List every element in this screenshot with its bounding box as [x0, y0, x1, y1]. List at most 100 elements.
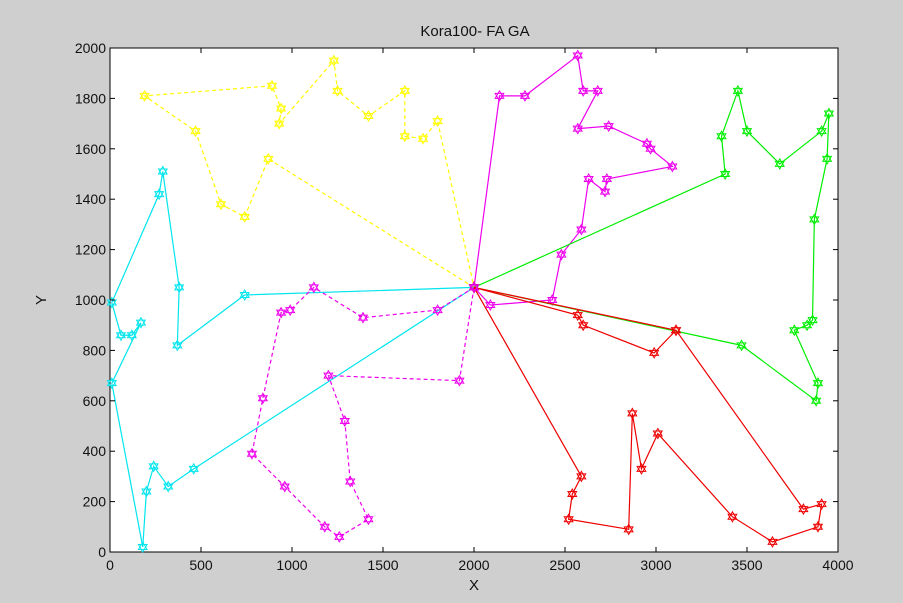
x-tick-label: 0 [106, 557, 114, 573]
y-tick-label: 400 [83, 443, 107, 459]
city-marker [648, 346, 660, 359]
ticks-layer: 0 500 1000 1500 2000 2500 3000 3500 4000 0 200 400 6… [75, 40, 854, 573]
city-marker [627, 407, 638, 420]
city-marker [334, 530, 345, 543]
city-marker [567, 488, 578, 501]
city-marker [215, 198, 227, 211]
route-line [473, 88, 830, 402]
city-marker [732, 84, 744, 97]
city-marker [308, 281, 320, 294]
city-marker [279, 480, 290, 493]
city-marker [599, 185, 611, 198]
route-3 [468, 49, 678, 312]
city-marker [239, 288, 250, 301]
y-tick-label: 200 [83, 494, 107, 510]
city-marker [239, 210, 250, 223]
city-marker [578, 84, 589, 97]
y-tick-label: 600 [83, 393, 107, 409]
city-marker [454, 374, 465, 387]
city-marker [807, 314, 818, 327]
city-marker [576, 223, 587, 236]
city-marker [284, 304, 296, 317]
city-marker [319, 520, 330, 533]
chart-title: Kora100- FA GA [420, 23, 529, 40]
route-line [251, 286, 475, 538]
y-tick-label: 1800 [75, 90, 106, 106]
city-marker [126, 329, 138, 342]
city-marker [547, 293, 558, 307]
city-marker [519, 89, 531, 102]
city-marker [328, 54, 340, 67]
city-marker [798, 503, 809, 516]
city-marker [275, 306, 287, 319]
x-tick-label: 3000 [640, 557, 671, 573]
y-tick-label: 1000 [75, 292, 106, 308]
x-tick-label: 4000 [822, 557, 853, 573]
city-marker [812, 377, 824, 390]
city-marker [246, 447, 258, 460]
city-marker [363, 513, 374, 526]
city-marker [323, 369, 334, 382]
city-marker [266, 79, 278, 92]
city-marker [263, 152, 274, 165]
city-marker [188, 462, 199, 475]
city-marker [153, 188, 165, 201]
city-marker [139, 89, 150, 102]
x-tick-label: 2500 [549, 557, 580, 573]
route-line [142, 59, 475, 288]
city-marker [141, 485, 152, 498]
city-marker [106, 377, 118, 390]
x-tick-label: 2000 [458, 557, 489, 573]
city-marker [601, 173, 613, 186]
city-marker [774, 157, 785, 170]
city-marker [257, 392, 269, 405]
x-tick-label: 500 [189, 557, 213, 573]
city-marker [572, 309, 583, 322]
depot-marker [468, 281, 480, 294]
city-marker [399, 84, 411, 97]
city-marker [576, 470, 587, 483]
city-marker [727, 510, 738, 523]
y-tick-label: 2000 [75, 40, 106, 56]
city-marker [190, 125, 201, 138]
city-marker [816, 498, 827, 511]
city-marker [399, 130, 411, 143]
city-marker [172, 339, 183, 352]
city-marker [767, 535, 778, 548]
route-line [473, 54, 674, 306]
city-marker [137, 540, 148, 553]
city-marker [274, 117, 285, 130]
city-marker [667, 160, 678, 173]
city-marker [157, 165, 168, 178]
city-marker [135, 316, 147, 329]
city-marker [812, 520, 824, 533]
city-marker [821, 152, 833, 165]
city-marker [485, 299, 496, 312]
city-marker [556, 248, 567, 261]
x-axis-label: X [469, 577, 479, 594]
y-tick-label: 1200 [75, 242, 106, 258]
route-line [111, 171, 475, 548]
city-marker [809, 213, 820, 226]
city-marker [810, 394, 822, 407]
city-marker [578, 319, 589, 332]
y-tick-label: 0 [98, 544, 106, 560]
city-marker [636, 462, 647, 475]
city-marker [275, 102, 287, 115]
city-marker [801, 319, 813, 332]
city-marker [432, 304, 443, 317]
city-marker [115, 329, 127, 342]
city-marker [736, 339, 747, 352]
city-marker [494, 89, 505, 102]
city-marker [719, 167, 731, 181]
y-axis-label: Y [33, 295, 50, 305]
x-tick-label: 1000 [276, 557, 307, 573]
city-marker [652, 427, 664, 440]
city-marker [592, 84, 603, 97]
x-tick-label: 3500 [731, 557, 762, 573]
city-marker [741, 125, 753, 138]
city-marker [641, 137, 653, 150]
x-tick-label: 1500 [367, 557, 398, 573]
city-marker [339, 414, 350, 427]
